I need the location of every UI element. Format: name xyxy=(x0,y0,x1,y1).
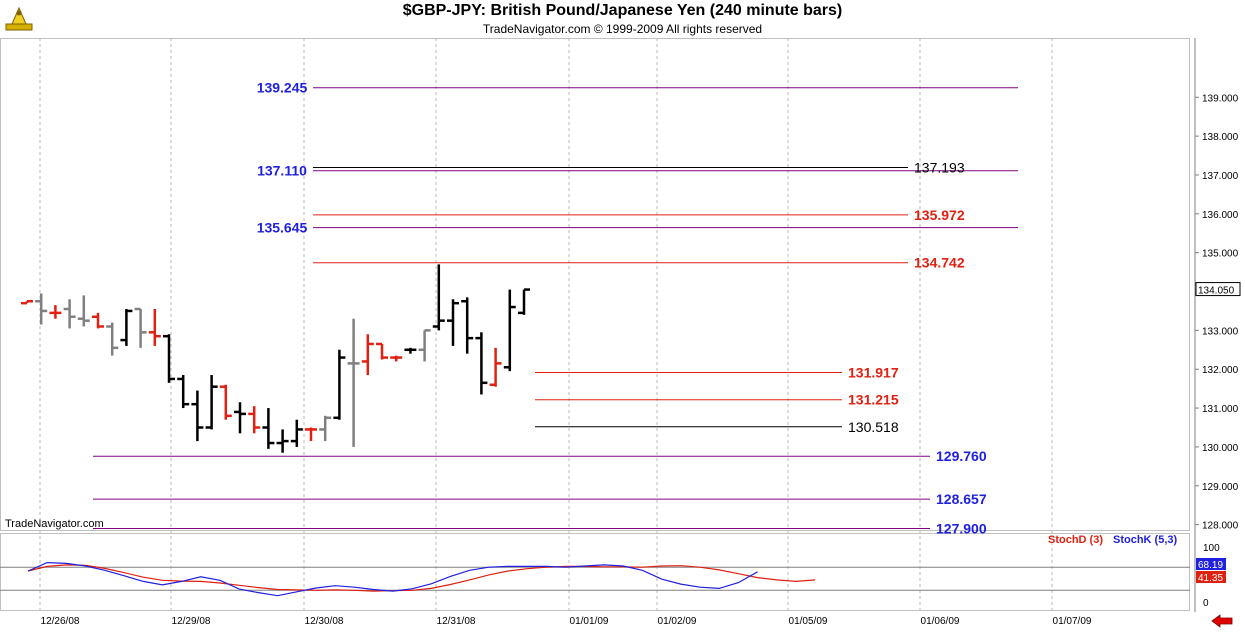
y-tick-label: 130.000 xyxy=(1202,443,1239,454)
level-label: 130.518 xyxy=(848,419,899,435)
trade-navigator-logo-icon xyxy=(4,4,34,32)
y-tick-label: 129.000 xyxy=(1202,482,1239,493)
ohlc-bar xyxy=(163,334,175,383)
oscillator-panel-frame xyxy=(0,533,1190,611)
ohlc-bar xyxy=(475,332,488,395)
level-label: 134.742 xyxy=(914,255,965,271)
oscillator-last-value-label: 41.35 xyxy=(1198,573,1223,584)
y-tick-label: 135.000 xyxy=(1202,249,1239,260)
y-tick-label: 136.000 xyxy=(1202,210,1239,221)
oscillator-last-value-label: 68.19 xyxy=(1198,560,1223,571)
ohlc-bar xyxy=(219,384,232,420)
ohlc-bar xyxy=(191,390,204,442)
chart-subtitle: TradeNavigator.com © 1999-2009 All right… xyxy=(482,22,763,36)
level-label: 131.917 xyxy=(848,364,899,380)
scroll-left-arrow-icon[interactable] xyxy=(1210,614,1234,628)
x-tick-label: 01/06/09 xyxy=(921,616,960,627)
chart-title: $GBP-JPY: British Pound/Japanese Yen (24… xyxy=(402,2,843,19)
ohlc-bar xyxy=(432,264,445,331)
ohlc-bar xyxy=(447,299,459,346)
ohlc-bar xyxy=(361,334,374,376)
ohlc-bar xyxy=(390,355,403,362)
ohlc-bar xyxy=(290,419,303,447)
last-price-box xyxy=(1195,282,1241,297)
ohlc-bar xyxy=(461,297,474,354)
ohlc-bar xyxy=(418,329,431,362)
x-tick-label: 01/01/09 xyxy=(570,616,609,627)
ohlc-bar xyxy=(92,312,104,329)
y-tick-label: 138.000 xyxy=(1202,132,1239,143)
x-tick-label: 12/29/08 xyxy=(172,616,211,627)
ohlc-bar xyxy=(333,349,346,420)
ohlc-bar xyxy=(177,375,190,409)
level-label: 137.110 xyxy=(257,163,307,179)
level-label: 127.900 xyxy=(936,521,987,537)
y-tick-label: 137.000 xyxy=(1202,171,1239,182)
ohlc-bar xyxy=(305,427,317,442)
level-label: 135.972 xyxy=(914,207,965,223)
ohlc-bar xyxy=(134,307,147,348)
legend-stochk: StochK (5,3) xyxy=(1113,534,1178,546)
ohlc-bar xyxy=(503,289,516,372)
level-label: 139.245 xyxy=(257,80,308,96)
x-tick-label: 01/07/09 xyxy=(1053,616,1092,627)
level-label: 137.193 xyxy=(914,159,965,175)
x-tick-label: 01/02/09 xyxy=(658,616,697,627)
y-tick-label: 131.000 xyxy=(1202,404,1239,415)
main-panel-frame xyxy=(0,38,1190,531)
watermark: TradeNavigator.com xyxy=(5,518,104,530)
ohlc-bar xyxy=(518,288,530,315)
ohlc-bar xyxy=(276,429,289,453)
oscillator-last-value-box xyxy=(1196,558,1226,570)
level-label: 135.645 xyxy=(257,220,308,236)
oscillator-y-tick-label: 0 xyxy=(1203,598,1209,609)
ohlc-bar xyxy=(148,308,161,346)
oscillator-last-value-box xyxy=(1196,571,1226,583)
x-tick-label: 12/30/08 xyxy=(305,616,344,627)
ohlc-bar xyxy=(63,299,76,329)
y-tick-label: 132.000 xyxy=(1202,365,1239,376)
ohlc-bar xyxy=(21,299,33,305)
y-tick-label: 133.000 xyxy=(1202,326,1239,337)
legend-stochd: StochD (3) xyxy=(1048,534,1103,546)
ohlc-bar xyxy=(106,322,119,356)
level-label: 128.657 xyxy=(936,491,987,507)
ohlc-bar xyxy=(49,305,62,319)
x-tick-label: 12/31/08 xyxy=(437,616,476,627)
ohlc-bar xyxy=(376,342,388,360)
ohlc-bar xyxy=(404,347,417,354)
y-tick-label: 128.000 xyxy=(1202,521,1239,532)
ohlc-bar xyxy=(35,293,48,325)
y-tick-label: 139.000 xyxy=(1202,93,1239,104)
ohlc-bar xyxy=(248,406,261,434)
x-tick-label: 12/26/08 xyxy=(41,616,80,627)
ohlc-bar xyxy=(205,375,218,430)
ohlc-bar xyxy=(234,402,246,434)
level-label: 129.760 xyxy=(936,448,987,464)
oscillator-series-line xyxy=(27,564,816,592)
oscillator-y-tick-label: 100 xyxy=(1203,543,1220,554)
x-tick-label: 01/05/09 xyxy=(789,616,828,627)
ohlc-bar xyxy=(77,295,90,327)
last-price-label: 134.050 xyxy=(1198,286,1235,297)
level-label: 131.215 xyxy=(848,392,899,408)
ohlc-bar xyxy=(262,408,275,449)
ohlc-bar xyxy=(347,318,360,447)
ohlc-bar xyxy=(489,347,502,387)
ohlc-bar xyxy=(120,308,133,346)
oscillator-series-line xyxy=(27,561,758,597)
ohlc-bar xyxy=(319,415,332,442)
